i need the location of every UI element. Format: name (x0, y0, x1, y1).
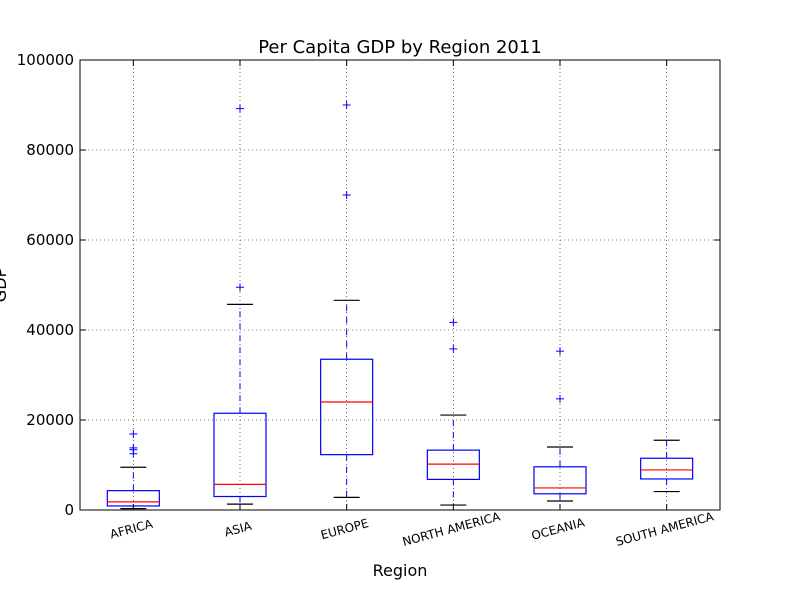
grid-layer (80, 59, 720, 511)
outlier-point (556, 394, 564, 403)
y-tick-label: 0 (64, 501, 74, 519)
x-category-label: NORTH AMERICA (401, 509, 503, 549)
x-category-label: ASIA (223, 519, 254, 540)
box-europe (320, 101, 374, 498)
box-layer (106, 101, 694, 510)
outlier-point (236, 283, 244, 292)
iqr-box (426, 449, 480, 480)
outlier-point (449, 344, 458, 353)
plot-frame (79, 59, 721, 511)
y-tick-label: 40000 (26, 321, 74, 339)
outlier-point (449, 318, 458, 327)
outlier-point (129, 429, 138, 438)
iqr-box (213, 412, 267, 498)
outlier-point (556, 347, 564, 356)
box-oceania (533, 347, 587, 502)
x-axis-label: Region (373, 561, 428, 580)
iqr-box (320, 358, 374, 456)
box-north-america (426, 318, 480, 506)
x-category-label: EUROPE (319, 516, 370, 542)
x-category-label: SOUTH AMERICA (614, 509, 716, 549)
chart-title: Per Capita GDP by Region 2011 (258, 37, 542, 58)
outlier-point (342, 101, 351, 109)
iqr-box (640, 457, 694, 480)
y-tick-label: 80000 (26, 141, 74, 159)
y-tick-label: 60000 (26, 231, 74, 249)
y-tick-label: 100000 (17, 51, 74, 69)
outlier-point (236, 104, 244, 113)
outlier-point (129, 443, 138, 452)
outlier-point (342, 191, 351, 199)
y-axis-label: GDP (0, 267, 10, 302)
x-category-label: OCEANIA (530, 515, 587, 543)
box-south-america (640, 439, 694, 493)
iqr-box (533, 466, 587, 495)
x-category-label: AFRICA (108, 517, 154, 542)
axis-layer: 0 20000 40000 60000 80000 100000 AFRICA ASIA EUR… (17, 51, 720, 549)
box-asia (213, 104, 267, 505)
y-tick-label: 20000 (26, 411, 74, 429)
